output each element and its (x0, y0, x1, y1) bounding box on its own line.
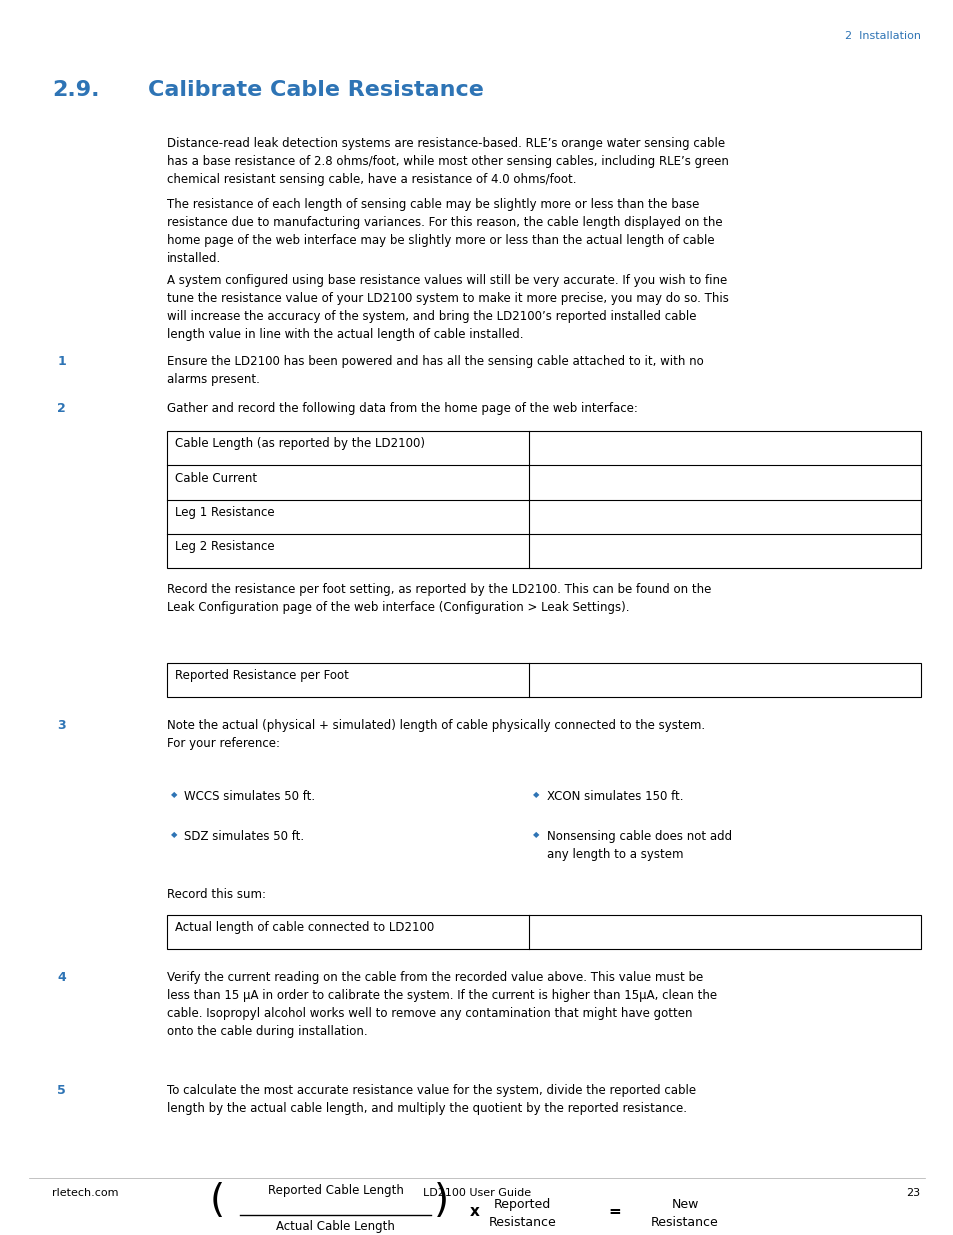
Text: 2.9.: 2.9. (52, 79, 100, 100)
Text: Distance-read leak detection systems are resistance-based. RLE’s orange water se: Distance-read leak detection systems are… (167, 137, 728, 186)
Text: Ensure the LD2100 has been powered and has all the sensing cable attached to it,: Ensure the LD2100 has been powered and h… (167, 356, 703, 387)
Text: A system configured using base resistance values will still be very accurate. If: A system configured using base resistanc… (167, 274, 728, 341)
Text: Record the resistance per foot setting, as reported by the LD2100. This can be f: Record the resistance per foot setting, … (167, 583, 711, 614)
Text: Note the actual (physical + simulated) length of cable physically connected to t: Note the actual (physical + simulated) l… (167, 719, 704, 750)
Text: 4: 4 (57, 972, 66, 984)
Text: =: = (608, 1204, 620, 1219)
Text: Reported Resistance per Foot: Reported Resistance per Foot (174, 669, 348, 682)
Text: 23: 23 (905, 1188, 920, 1198)
Text: Verify the current reading on the cable from the recorded value above. This valu: Verify the current reading on the cable … (167, 972, 717, 1039)
Text: Calibrate Cable Resistance: Calibrate Cable Resistance (148, 79, 483, 100)
Text: The resistance of each length of sensing cable may be slightly more or less than: The resistance of each length of sensing… (167, 199, 721, 266)
Text: Reported
Resistance: Reported Resistance (488, 1198, 557, 1229)
FancyBboxPatch shape (167, 663, 920, 697)
Text: Cable Length (as reported by the LD2100): Cable Length (as reported by the LD2100) (174, 437, 424, 451)
Text: Nonsensing cable does not add
any length to a system: Nonsensing cable does not add any length… (546, 830, 731, 862)
Text: LD2100 User Guide: LD2100 User Guide (422, 1188, 531, 1198)
Text: 2: 2 (57, 401, 66, 415)
Text: Gather and record the following data from the home page of the web interface:: Gather and record the following data fro… (167, 401, 638, 415)
FancyBboxPatch shape (167, 915, 920, 950)
Text: 1: 1 (57, 356, 66, 368)
Text: XCON simulates 150 ft.: XCON simulates 150 ft. (546, 790, 682, 803)
Text: SDZ simulates 50 ft.: SDZ simulates 50 ft. (184, 830, 304, 844)
Text: Record this sum:: Record this sum: (167, 888, 266, 902)
FancyBboxPatch shape (167, 431, 920, 568)
Text: Cable Current: Cable Current (174, 472, 256, 484)
Text: x: x (469, 1204, 478, 1219)
Text: ◆: ◆ (533, 790, 539, 799)
Text: New
Resistance: New Resistance (650, 1198, 719, 1229)
Text: Actual length of cable connected to LD2100: Actual length of cable connected to LD21… (174, 921, 434, 934)
Text: 5: 5 (57, 1084, 66, 1097)
Text: (: ( (210, 1182, 225, 1220)
Text: WCCS simulates 50 ft.: WCCS simulates 50 ft. (184, 790, 314, 803)
Text: Leg 2 Resistance: Leg 2 Resistance (174, 540, 274, 553)
Text: 3: 3 (57, 719, 66, 732)
Text: Actual Cable Length: Actual Cable Length (276, 1220, 395, 1233)
Text: ): ) (434, 1182, 449, 1220)
Text: ◆: ◆ (533, 830, 539, 840)
Text: 2  Installation: 2 Installation (843, 31, 920, 41)
Text: rletech.com: rletech.com (52, 1188, 119, 1198)
Text: ◆: ◆ (171, 830, 177, 840)
Text: To calculate the most accurate resistance value for the system, divide the repor: To calculate the most accurate resistanc… (167, 1084, 696, 1115)
Text: Leg 1 Resistance: Leg 1 Resistance (174, 506, 274, 519)
Text: ◆: ◆ (171, 790, 177, 799)
Text: Reported Cable Length: Reported Cable Length (268, 1184, 403, 1198)
